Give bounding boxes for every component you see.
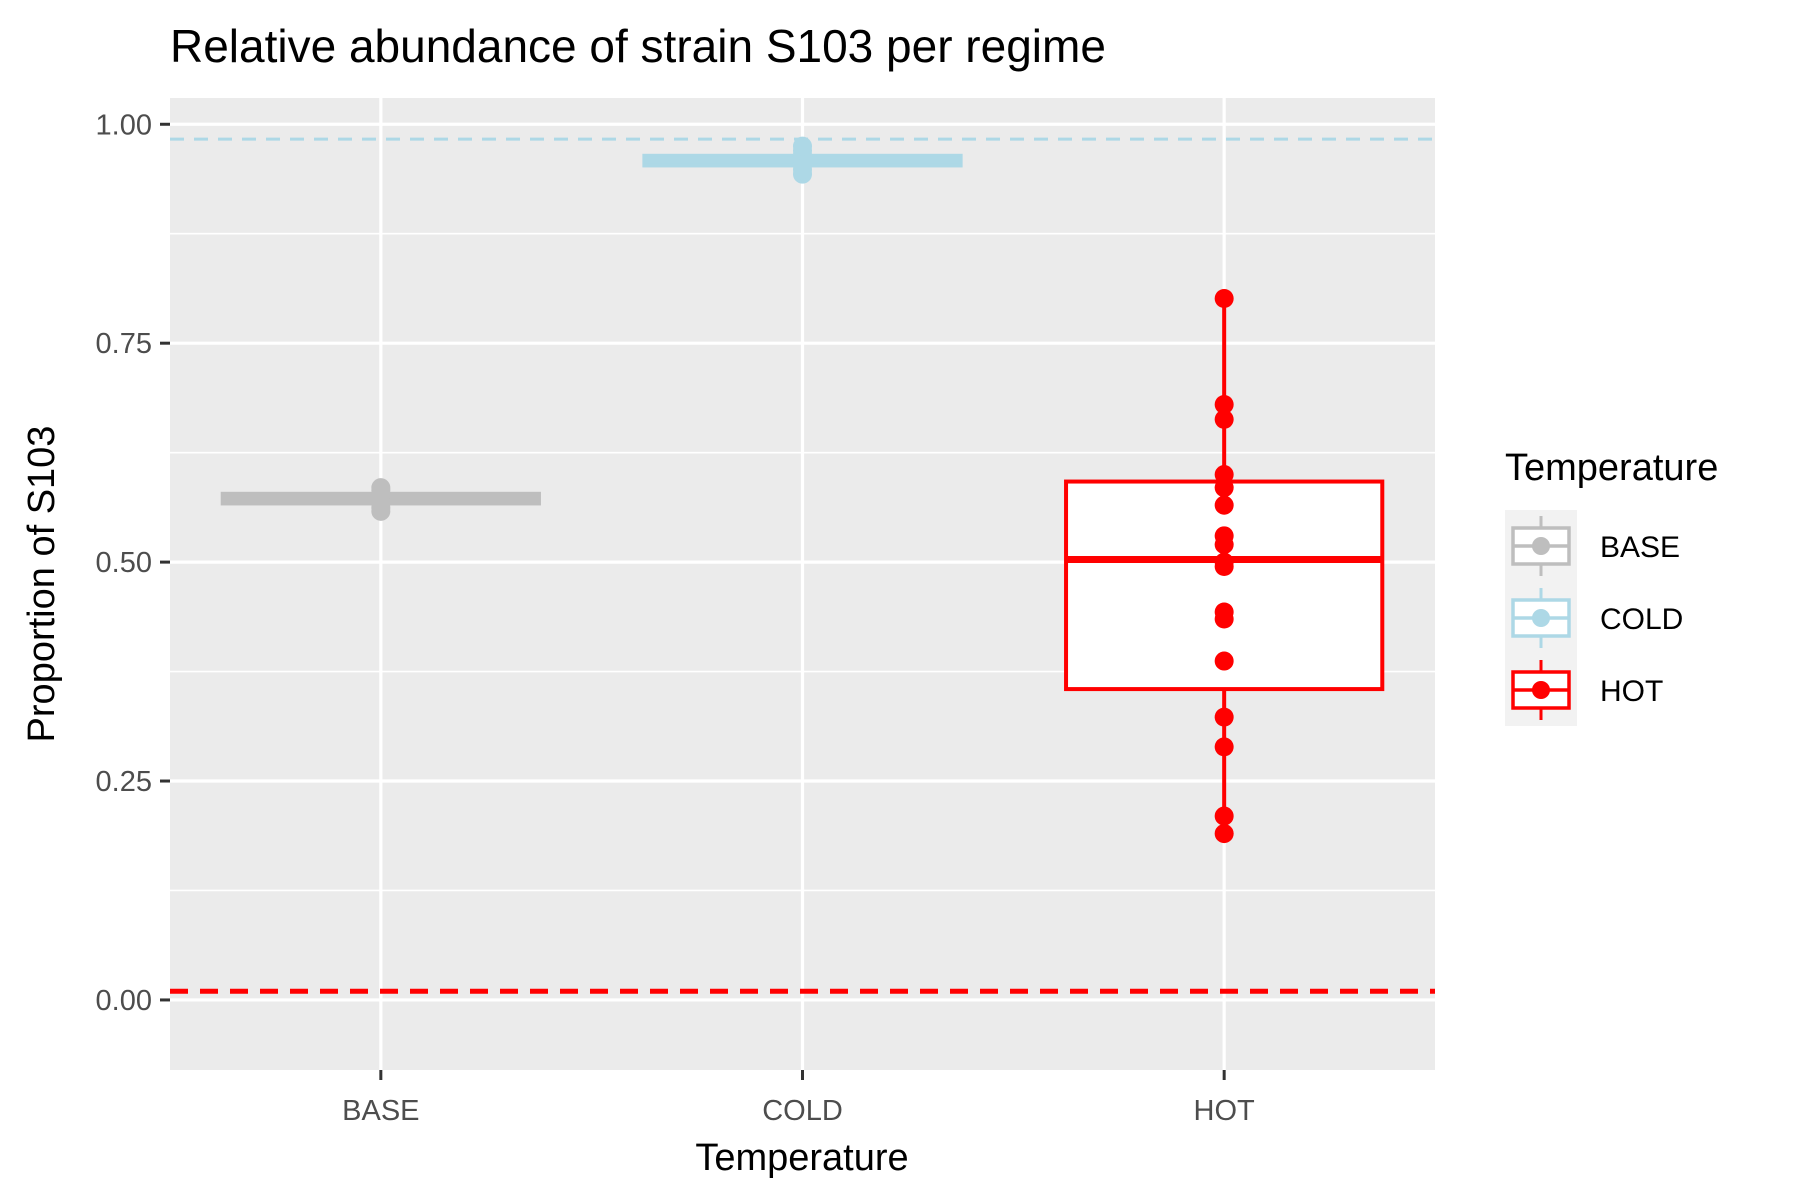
data-point — [1214, 707, 1234, 727]
legend-label: HOT — [1600, 675, 1663, 708]
box-base — [220, 478, 541, 521]
legend-key-hot — [1511, 660, 1571, 720]
y-axis: 0.00 0.25 0.50 0.75 1.00 — [96, 109, 170, 1017]
data-point — [1214, 394, 1234, 414]
legend-point — [1532, 681, 1550, 699]
y-tick-label: 1.00 — [96, 109, 152, 141]
data-point — [1214, 806, 1234, 826]
data-point — [1214, 609, 1234, 629]
legend-label: BASE — [1600, 531, 1680, 564]
x-tick-label: HOT — [1194, 1095, 1256, 1127]
y-axis-title: Proportion of S103 — [21, 426, 63, 743]
legend-key-base — [1511, 516, 1571, 576]
data-point — [1214, 495, 1234, 515]
legend-point — [1532, 609, 1550, 627]
data-point — [371, 478, 391, 498]
data-point — [1214, 737, 1234, 757]
legend-label: COLD — [1600, 603, 1683, 636]
box-cold — [642, 136, 963, 184]
data-point — [1214, 478, 1234, 498]
data-point — [1214, 409, 1234, 429]
chart-title: Relative abundance of strain S103 per re… — [170, 20, 1106, 72]
box-hot — [1064, 289, 1385, 844]
data-point — [1214, 289, 1234, 309]
y-tick-label: 0.25 — [96, 766, 152, 798]
data-point — [1214, 465, 1234, 485]
x-axis: BASE COLD HOT — [342, 1070, 1255, 1127]
y-tick-label: 0.75 — [96, 328, 152, 360]
data-point — [1214, 651, 1234, 671]
x-axis-title: Temperature — [695, 1137, 908, 1179]
y-tick-label: 0.00 — [96, 985, 152, 1017]
boxes — [220, 136, 1385, 844]
data-point — [1214, 556, 1234, 576]
data-point — [793, 136, 812, 156]
legend-title: Temperature — [1505, 447, 1718, 489]
y-tick-label: 0.50 — [96, 547, 152, 579]
data-point — [1214, 535, 1234, 555]
x-tick-label: COLD — [762, 1095, 843, 1127]
x-tick-label: BASE — [342, 1095, 419, 1127]
legend-key-cold — [1511, 588, 1571, 648]
legend-point — [1532, 537, 1550, 555]
data-point — [1214, 824, 1234, 844]
legend: Temperature BASE COLD HOT — [1505, 447, 1718, 726]
